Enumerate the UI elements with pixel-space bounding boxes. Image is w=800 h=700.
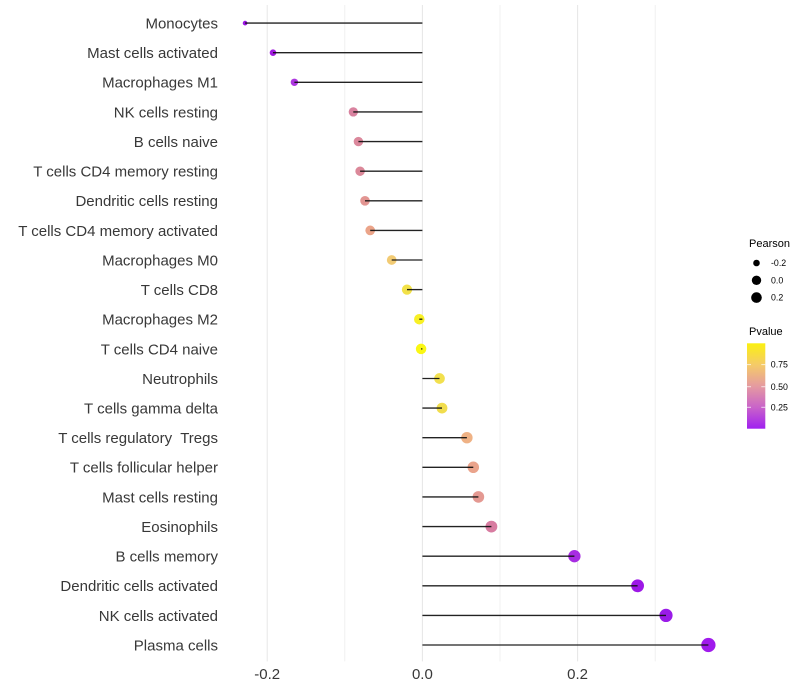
svg-text:Plasma cells: Plasma cells	[134, 637, 218, 654]
svg-text:Dendritic cells resting: Dendritic cells resting	[75, 193, 218, 210]
svg-text:Macrophages M2: Macrophages M2	[102, 312, 218, 329]
svg-text:T cells gamma delta: T cells gamma delta	[84, 401, 219, 418]
svg-text:Pearson: Pearson	[749, 238, 790, 250]
svg-text:0.75: 0.75	[771, 360, 788, 370]
svg-text:-0.2: -0.2	[254, 666, 280, 683]
svg-text:0.25: 0.25	[771, 402, 788, 412]
svg-text:Dendritic cells activated: Dendritic cells activated	[60, 578, 218, 595]
svg-text:B cells naive: B cells naive	[134, 134, 218, 151]
svg-text:Mast cells activated: Mast cells activated	[87, 45, 218, 62]
svg-text:Macrophages M1: Macrophages M1	[102, 75, 218, 92]
svg-text:T cells CD4 memory resting: T cells CD4 memory resting	[33, 164, 218, 181]
svg-text:0.0: 0.0	[412, 666, 433, 683]
svg-text:0.2: 0.2	[567, 666, 588, 683]
svg-text:Pvalue: Pvalue	[749, 326, 783, 338]
svg-text:0.50: 0.50	[771, 382, 788, 392]
svg-text:Neutrophils: Neutrophils	[142, 371, 218, 388]
svg-text:Eosinophils: Eosinophils	[141, 519, 218, 536]
svg-text:NK cells resting: NK cells resting	[114, 104, 218, 121]
svg-text:-0.2: -0.2	[771, 258, 786, 268]
svg-text:Mast cells resting: Mast cells resting	[102, 489, 218, 506]
svg-text:T cells regulatory Tregs: T cells regulatory Tregs	[58, 430, 218, 447]
svg-text:0.2: 0.2	[771, 293, 783, 303]
svg-text:B cells memory: B cells memory	[115, 549, 218, 566]
svg-text:T cells CD4 memory activated: T cells CD4 memory activated	[18, 223, 218, 240]
svg-text:Monocytes: Monocytes	[145, 16, 218, 33]
svg-text:NK cells activated: NK cells activated	[99, 608, 218, 625]
svg-text:Macrophages M0: Macrophages M0	[102, 252, 218, 269]
svg-text:T cells CD4 naive: T cells CD4 naive	[101, 341, 218, 358]
svg-text:T cells CD8: T cells CD8	[141, 282, 218, 299]
svg-text:0.0: 0.0	[771, 275, 783, 285]
svg-text:T cells follicular helper: T cells follicular helper	[70, 460, 218, 477]
